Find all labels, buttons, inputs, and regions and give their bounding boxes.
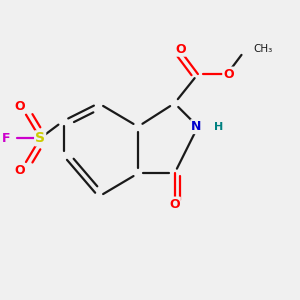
Text: O: O: [14, 164, 25, 177]
Text: H: H: [214, 122, 223, 132]
Text: S: S: [35, 131, 45, 145]
Text: O: O: [175, 43, 186, 56]
Text: O: O: [14, 100, 25, 113]
Text: O: O: [169, 197, 180, 211]
Text: CH₃: CH₃: [254, 44, 273, 54]
Text: O: O: [223, 68, 234, 81]
Text: F: F: [2, 132, 11, 145]
Text: N: N: [191, 120, 202, 133]
